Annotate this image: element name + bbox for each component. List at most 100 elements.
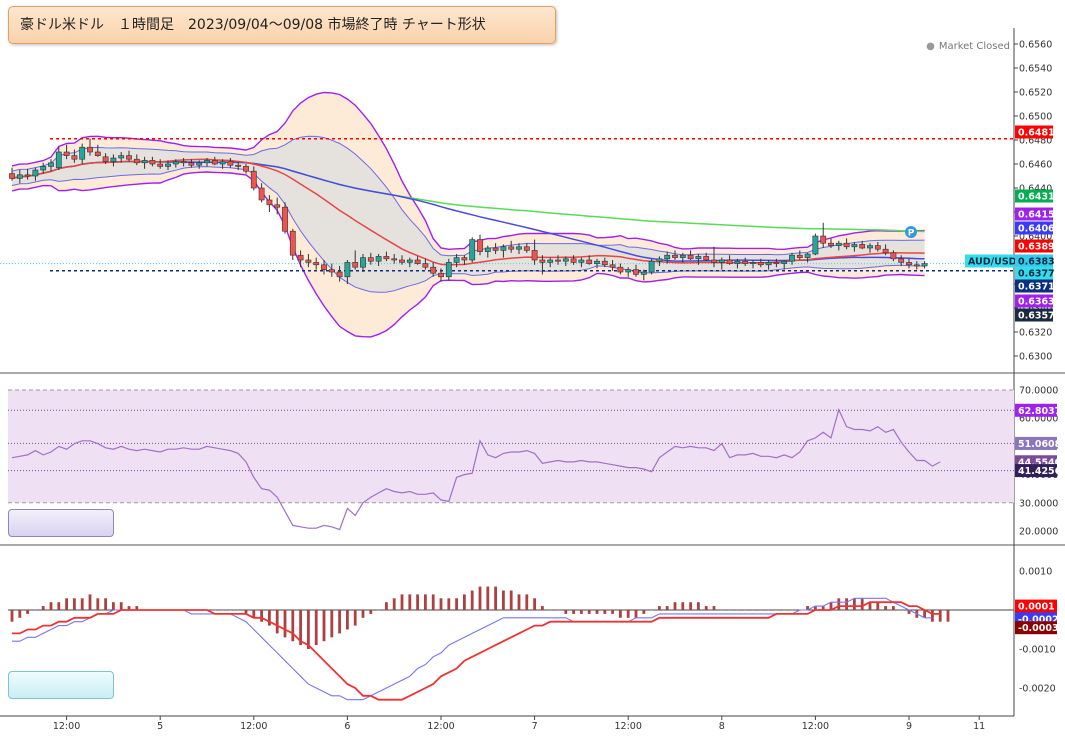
candle [913, 261, 920, 270]
price-tick-label: 0.6460 [1019, 160, 1052, 171]
candle [765, 260, 772, 270]
market-status-text: Market Closed [938, 41, 1010, 52]
candle-body [94, 151, 101, 156]
candle-body [32, 169, 39, 177]
macd-signal-line [12, 601, 941, 701]
candle-body [812, 235, 819, 255]
candle [344, 260, 351, 284]
macd-histogram-bar [41, 606, 45, 610]
candle [594, 258, 600, 269]
price-tick-label: 0.6500 [1019, 112, 1052, 123]
macd-histogram-bar [611, 610, 614, 614]
price-tag: 0.6383 [1015, 254, 1055, 268]
candle [640, 269, 647, 281]
candle-body [328, 269, 335, 273]
macd-histogram-bar [221, 610, 224, 611]
macd-histogram-bar [775, 610, 778, 611]
p-marker-letter: P [908, 229, 915, 239]
macd-histogram-bar [642, 610, 646, 614]
candle [835, 240, 842, 251]
macd-histogram-bar [938, 610, 942, 622]
candle [219, 159, 226, 169]
candle [9, 167, 15, 181]
candle [55, 147, 62, 170]
candle [16, 170, 23, 184]
candle-body [235, 164, 242, 167]
macd-histogram-bar [494, 586, 497, 610]
candle-body [648, 260, 655, 273]
candle [188, 159, 195, 168]
candle [679, 252, 686, 263]
candle-body [906, 262, 912, 266]
candle [367, 252, 374, 265]
macd-histogram-bar [587, 610, 591, 614]
candle-body [882, 248, 889, 254]
candle-body [750, 262, 756, 264]
candle [711, 246, 717, 268]
rsi-panel-button[interactable] [8, 509, 114, 537]
candle [664, 251, 671, 264]
bollinger-upper-inner [11, 135, 925, 257]
candle-body [313, 262, 320, 266]
macd-histogram-bar [720, 610, 724, 611]
macd-histogram-bar [104, 598, 107, 610]
candle [820, 222, 827, 248]
market-status: ● Market Closed [926, 41, 1010, 52]
price-tag-bg [1015, 239, 1053, 253]
price-tag: 0.6371 [1015, 279, 1055, 293]
price-tag-label: 0.6481 [1018, 128, 1055, 139]
macd-panel-button[interactable] [8, 671, 114, 699]
candle-body [282, 206, 288, 232]
rsi-value-tag-label: 51.0608 [1018, 439, 1062, 450]
candle-body [126, 155, 132, 160]
candle-body [898, 258, 905, 263]
candle-body [188, 162, 195, 166]
macd-histogram-bar [416, 594, 419, 610]
macd-histogram-bar [314, 610, 318, 646]
price-tag-label: 0.6406 [1018, 224, 1055, 235]
candle-body [165, 163, 171, 167]
candle-body [523, 246, 530, 251]
candle [726, 255, 733, 265]
candle [586, 255, 593, 265]
candle-body [687, 254, 694, 260]
candle [757, 258, 764, 268]
macd-histogram-bar [322, 610, 326, 642]
candle-body [383, 256, 390, 260]
candle [282, 202, 288, 234]
candle [141, 156, 148, 169]
candle-body [500, 246, 507, 251]
candle-body [274, 204, 281, 208]
rsi-value-tag-label: 62.8037 [1018, 406, 1061, 417]
candle [492, 243, 499, 254]
candle [360, 254, 366, 272]
candle-body [453, 257, 460, 263]
candle [180, 158, 187, 167]
candle-body [102, 156, 109, 162]
macd-histogram-bar [470, 590, 474, 610]
price-tag-bg [1015, 221, 1053, 235]
candle [94, 144, 101, 157]
macd-histogram-bar [673, 602, 677, 610]
candle [812, 233, 819, 256]
candle-body [149, 160, 156, 165]
candle-body [656, 258, 663, 262]
macd-histogram-bar [135, 606, 139, 610]
candle-body [633, 269, 639, 275]
candle [71, 149, 78, 163]
candle-body [695, 256, 702, 260]
price-tick-label: 0.6540 [1019, 64, 1052, 75]
candle-body [711, 259, 717, 263]
status-dot-icon: ● [926, 41, 935, 52]
candle-body [133, 158, 140, 164]
candle [406, 257, 413, 268]
candle-body [820, 235, 827, 244]
macd-histogram-bar [884, 606, 887, 610]
price-tag-bg [1015, 254, 1053, 268]
bollinger-lower-outer [11, 171, 925, 338]
rsi-tick-label: 70.0000 [1019, 386, 1058, 397]
candle-body [539, 259, 546, 263]
macd-histogram-bar [829, 602, 833, 610]
rsi-value-tag: 41.4256 [1015, 464, 1062, 478]
candle [126, 150, 132, 162]
